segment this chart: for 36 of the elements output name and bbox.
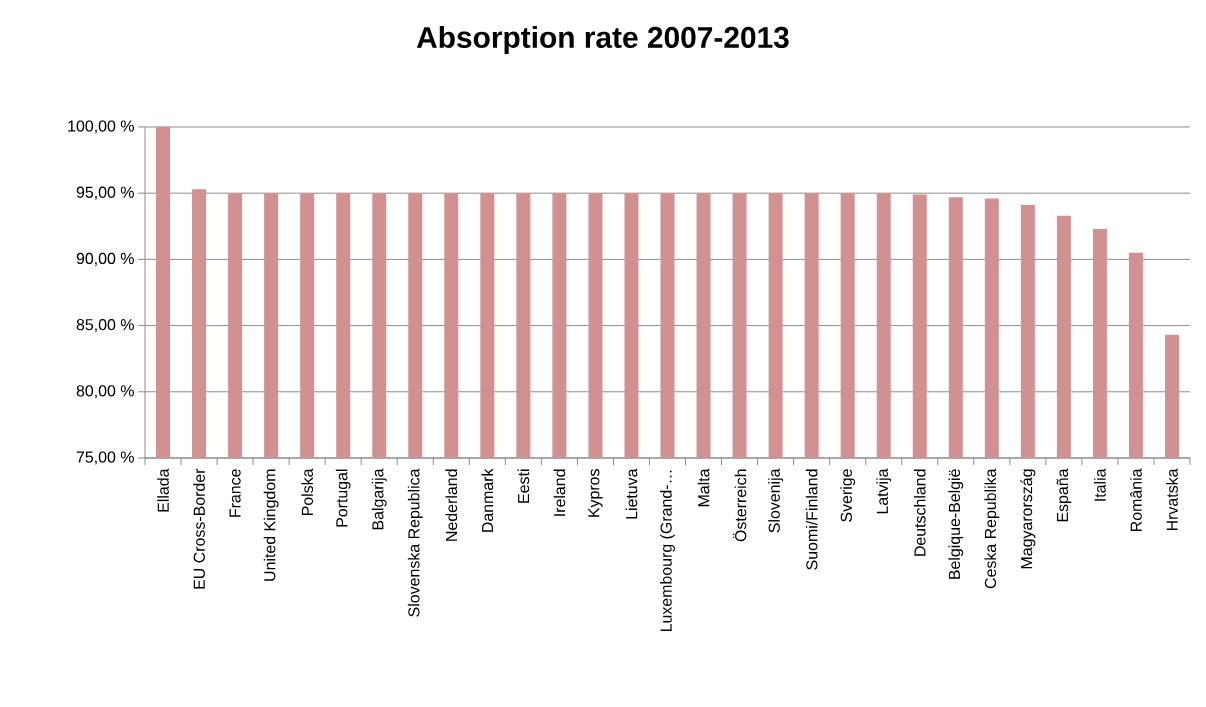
x-tick-label: Suomi/Finland	[805, 469, 818, 570]
x-tick-label: Deutschland	[913, 469, 926, 556]
x-tick-label: România	[1130, 468, 1142, 531]
x-tick-label: Kypros	[588, 469, 603, 517]
x-tick-label: France	[229, 469, 241, 517]
x-tick-label: Magyarország	[1020, 469, 1036, 569]
x-tick-label: Ellada	[157, 468, 169, 512]
y-tick-label: 100,00 %	[68, 120, 134, 134]
x-tick-label: Portugal	[335, 469, 351, 527]
x-tick-label: Luxembourg (Grand-…	[660, 470, 675, 632]
x-tick-label: Ceska Republika	[984, 468, 1000, 589]
x-tick-label: Malta	[697, 468, 710, 507]
x-tick-label: Latvija	[876, 468, 892, 514]
x-tick-label: Polska	[301, 468, 314, 516]
x-tick-label: Belgique-België	[948, 469, 964, 579]
x-tick-label: United Kingdom	[263, 469, 279, 581]
x-tick-label: Ireland	[553, 469, 566, 516]
x-tick-label: Österreich	[732, 469, 747, 542]
y-tick-label: 80,00 %	[76, 385, 134, 399]
chart-title: Absorption rate 2007-2013	[416, 26, 789, 54]
x-tick-label: Eesti	[517, 469, 530, 503]
x-tick-label: España	[1056, 468, 1072, 522]
x-tick-label: EU Cross-Border	[193, 468, 205, 589]
x-tick-label: Balgarija	[371, 468, 387, 530]
x-tick-label: Nederland	[445, 469, 458, 541]
x-tick-label: Hrvatska	[1166, 468, 1178, 531]
x-tick-label: Sverige	[840, 469, 856, 522]
x-tick-label: Danmark	[481, 468, 494, 532]
y-tick-label: 90,00 %	[76, 252, 134, 266]
x-tick-label: Lietuva	[625, 468, 638, 519]
x-tick-label: Italia	[1094, 468, 1106, 501]
y-tick-label: 75,00 %	[76, 451, 134, 465]
x-tick-label: Slovenija	[768, 468, 784, 533]
y-tick-label: 95,00 %	[76, 186, 134, 200]
x-tick-label: Slovenska Republica	[407, 468, 423, 617]
y-tick-label: 85,00 %	[76, 319, 134, 333]
